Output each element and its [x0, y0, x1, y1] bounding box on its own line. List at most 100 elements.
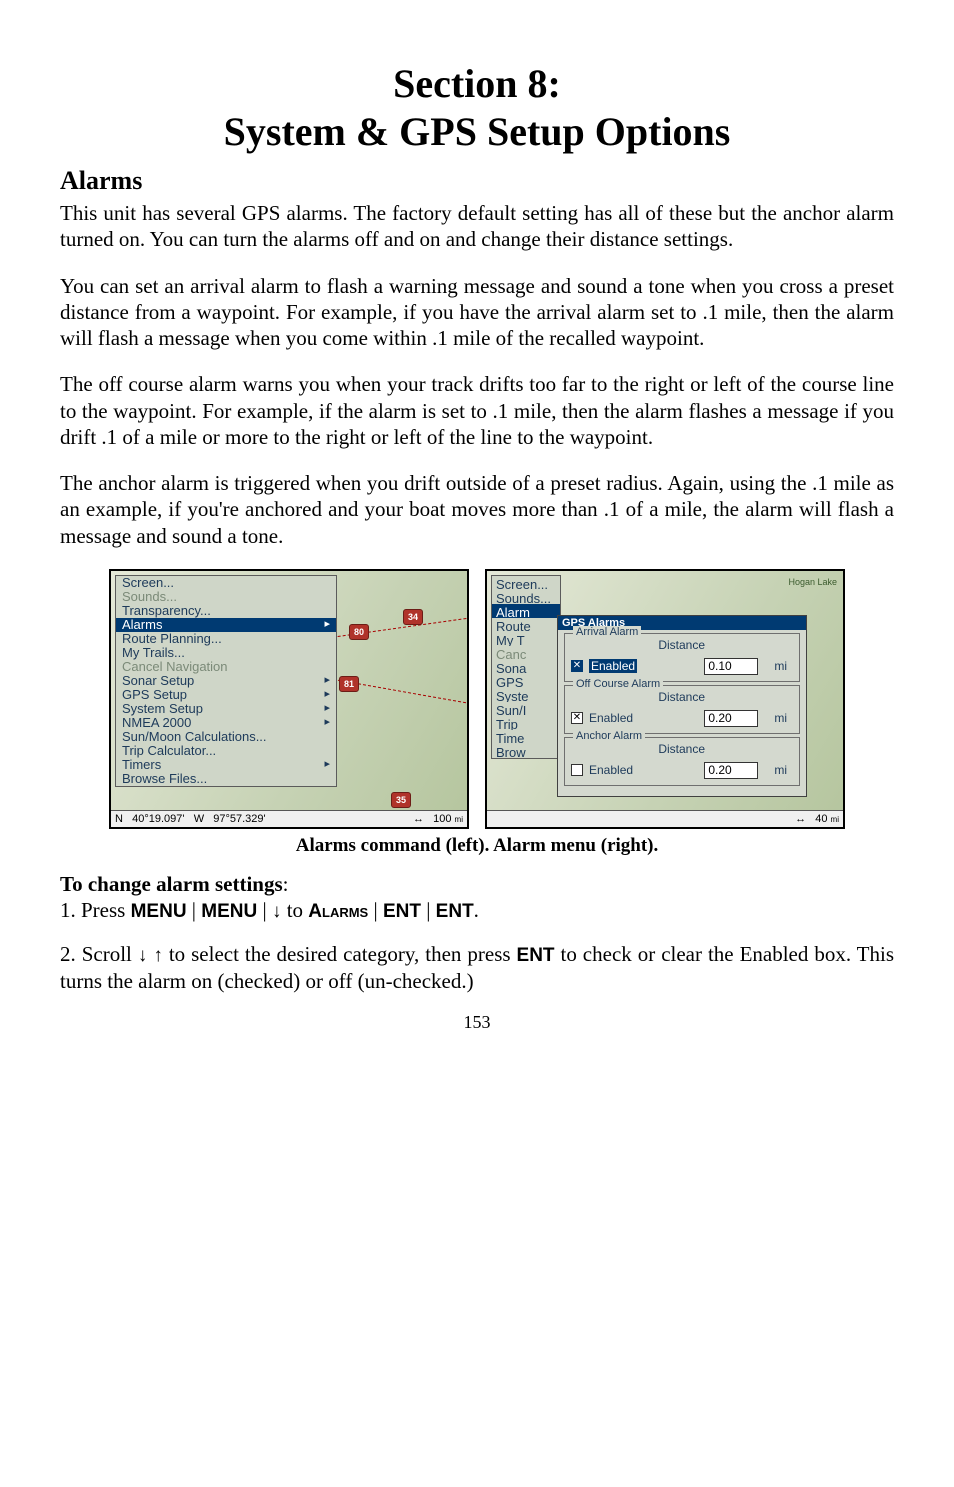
menu-item[interactable]: Screen... [116, 576, 336, 590]
ent-key: ENT [383, 901, 421, 922]
distance-label: Distance [658, 690, 705, 704]
sep: | [426, 898, 430, 922]
menu-item[interactable]: My Trails... [116, 646, 336, 660]
distance-input[interactable]: 0.20 [704, 762, 758, 779]
submenu-arrow-icon: ▸ [324, 689, 330, 700]
menu-item[interactable]: GPS Setup ▸ [116, 688, 336, 702]
map-label: Hogan Lake [788, 577, 837, 587]
menu-item[interactable]: My T [492, 632, 560, 646]
menu-item[interactable]: System Setup▸ [116, 702, 336, 716]
enabled-label: Enabled [589, 711, 633, 725]
step2-prefix: 2. Scroll [60, 942, 138, 966]
enabled-checkbox[interactable]: ✕ [571, 712, 583, 724]
distance-label: Distance [658, 638, 705, 652]
menu-item[interactable]: Sona [492, 660, 560, 674]
to: to [287, 898, 309, 922]
menu-item[interactable]: Brow [492, 744, 560, 758]
scroll-arrows: ↓ ↑ [138, 945, 163, 966]
title-line1: Section 8: [393, 61, 561, 106]
alarms-key: Alarms [308, 901, 368, 922]
page-number: 153 [60, 1012, 894, 1033]
menu-item[interactable]: Screen... [492, 576, 560, 590]
menu-item-label: GPS Setup [122, 687, 187, 702]
distance-input[interactable]: 0.20 [704, 710, 758, 727]
range-val: 100 [433, 813, 451, 825]
unit-label: mi [774, 659, 787, 673]
distance-label: Distance [658, 742, 705, 756]
menu-item[interactable]: Time [492, 730, 560, 744]
menu-item-label: Sun/Moon Calculations... [122, 729, 267, 744]
step2-mid: to select the desired category, then pre… [169, 942, 517, 966]
enabled-checkbox[interactable] [571, 764, 583, 776]
highway-shield-icon: 81 [339, 676, 359, 692]
para2: You can set an arrival alarm to flash a … [60, 273, 894, 352]
section-title: Section 8: System & GPS Setup Options [60, 60, 894, 156]
menu-item-label: Browse Files... [122, 771, 207, 786]
menu-item-label: Alarms [122, 617, 162, 632]
figure-caption: Alarms command (left). Alarm menu (right… [60, 835, 894, 857]
alarm-section: Anchor AlarmDistanceEnabled0.20mi [564, 737, 800, 786]
lon-val: 97°57.329' [213, 813, 265, 825]
menu-item[interactable]: Sun/I [492, 702, 560, 716]
highway-shield-icon: 35 [391, 792, 411, 808]
menu-key: MENU [131, 901, 187, 922]
menu-item[interactable]: GPS [492, 674, 560, 688]
menu-key: MENU [201, 901, 257, 922]
right-screenshot: Hogan Lake Screen...Sounds...AlarmRouteM… [485, 569, 845, 829]
menu-item-label: Sounds... [122, 589, 177, 604]
partial-menu: Screen...Sounds...AlarmRouteMy TCancSona… [491, 575, 561, 759]
para4: The anchor alarm is triggered when you d… [60, 470, 894, 549]
gps-alarms-dialog: GPS Alarms Arrival AlarmDistance✕Enabled… [557, 615, 807, 797]
highway-shield-icon: 34 [403, 609, 423, 625]
menu-item[interactable]: Sonar Setup▸ [116, 674, 336, 688]
section-legend: Off Course Alarm [573, 678, 663, 690]
menu-list: Screen...Sounds...Transparency...Alarms ▸… [115, 575, 337, 787]
menu-item-label: Sonar Setup [122, 673, 194, 688]
section-legend: Anchor Alarm [573, 730, 645, 742]
step2: 2. Scroll ↓ ↑ to select the desired cate… [60, 941, 894, 996]
range: ↔ 40 mi [795, 813, 839, 825]
distance-input[interactable]: 0.10 [704, 658, 758, 675]
menu-item[interactable]: Cancel Navigation [116, 660, 336, 674]
submenu-arrow-icon: ▸ [324, 717, 330, 728]
menu-item[interactable]: Trip [492, 716, 560, 730]
menu-item[interactable]: Route [492, 618, 560, 632]
lon-dir: W [194, 813, 204, 825]
menu-item[interactable]: Transparency... [116, 604, 336, 618]
menu-item[interactable]: NMEA 2000▸ [116, 716, 336, 730]
range-val: 40 [815, 813, 827, 825]
heading-alarms: Alarms [60, 166, 894, 196]
alarm-section: Off Course AlarmDistance✕Enabled0.20mi [564, 685, 800, 734]
unit-label: mi [774, 711, 787, 725]
sep: | [373, 898, 377, 922]
change-heading: To change alarm settings: [60, 871, 894, 897]
menu-item[interactable]: Sun/Moon Calculations... [116, 730, 336, 744]
menu-item-label: Timers [122, 757, 161, 772]
menu-item[interactable]: Browse Files... [116, 772, 336, 786]
submenu-arrow-icon: ▸ [324, 619, 330, 630]
lat-dir: N [115, 813, 123, 825]
menu-item-label: Cancel Navigation [122, 659, 228, 674]
menu-item[interactable]: Alarm [492, 604, 560, 618]
title-line2: System & GPS Setup Options [224, 109, 731, 154]
menu-item[interactable]: Route Planning... [116, 632, 336, 646]
down-arrow: ↓ [272, 901, 282, 922]
enabled-label: Enabled [589, 763, 633, 777]
menu-item-label: System Setup [122, 701, 203, 716]
menu-item[interactable]: Trip Calculator... [116, 744, 336, 758]
lat: N 40°19.097' W 97°57.329' [115, 813, 266, 825]
menu-item[interactable]: Syste [492, 688, 560, 702]
enabled-checkbox[interactable]: ✕ [571, 660, 583, 672]
submenu-arrow-icon: ▸ [324, 759, 330, 770]
menu-item[interactable]: Sounds... [116, 590, 336, 604]
range: ↔ 100 mi [413, 813, 463, 825]
lat-val: 40°19.097' [132, 813, 184, 825]
status-bar: N 40°19.097' W 97°57.329' ↔ 100 mi [111, 810, 467, 827]
menu-item[interactable]: Sounds... [492, 590, 560, 604]
menu-item-label: Screen... [122, 575, 174, 590]
menu-item[interactable]: Timers ▸ [116, 758, 336, 772]
alarm-section: Arrival AlarmDistance✕Enabled0.10mi [564, 633, 800, 682]
menu-item[interactable]: Alarms ▸ [116, 618, 336, 632]
menu-item[interactable]: Canc [492, 646, 560, 660]
step1-prefix: 1. Press [60, 898, 131, 922]
